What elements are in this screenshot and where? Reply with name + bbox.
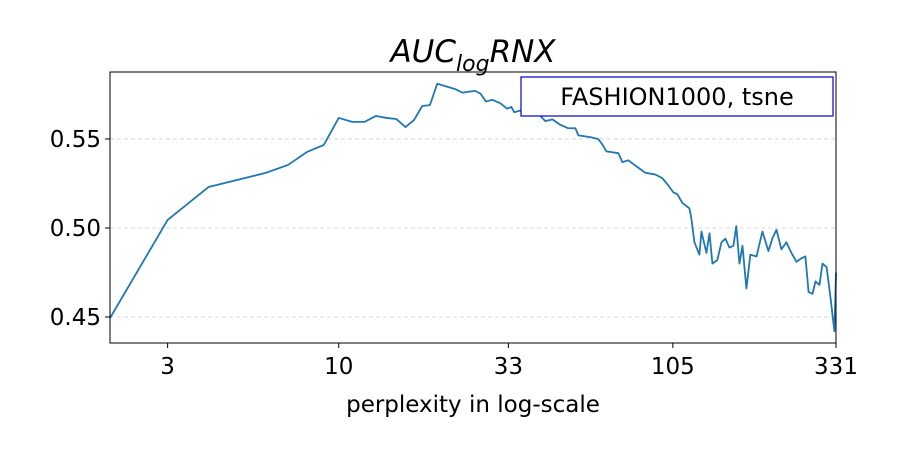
- y-tick-label: 0.50: [50, 216, 101, 242]
- x-tick-label: 105: [651, 354, 695, 380]
- title-sub: log: [456, 52, 490, 77]
- x-axis-label: perplexity in log-scale: [346, 392, 600, 418]
- data-line: [109, 82, 837, 333]
- annotation-box: [520, 76, 834, 117]
- grid: [110, 138, 836, 318]
- x-tick-label: 33: [494, 354, 523, 380]
- x-tick-label: 331: [814, 354, 858, 380]
- plot-area: [109, 82, 837, 333]
- chart-title: AUClogRNX: [388, 34, 556, 77]
- y-tick-label: 0.55: [50, 127, 101, 153]
- axes-frame: [109, 71, 837, 344]
- x-tick-label: 10: [324, 354, 353, 380]
- annotation: FASHION1000, tsne: [560, 83, 793, 111]
- title-main: AUC: [388, 34, 456, 70]
- x-tick-label: 3: [160, 354, 175, 380]
- ticks: 0.45 0.50 0.55 3 10 33 105 331: [50, 127, 858, 380]
- title-rest: RNX: [490, 34, 557, 70]
- y-tick-label: 0.45: [50, 305, 101, 331]
